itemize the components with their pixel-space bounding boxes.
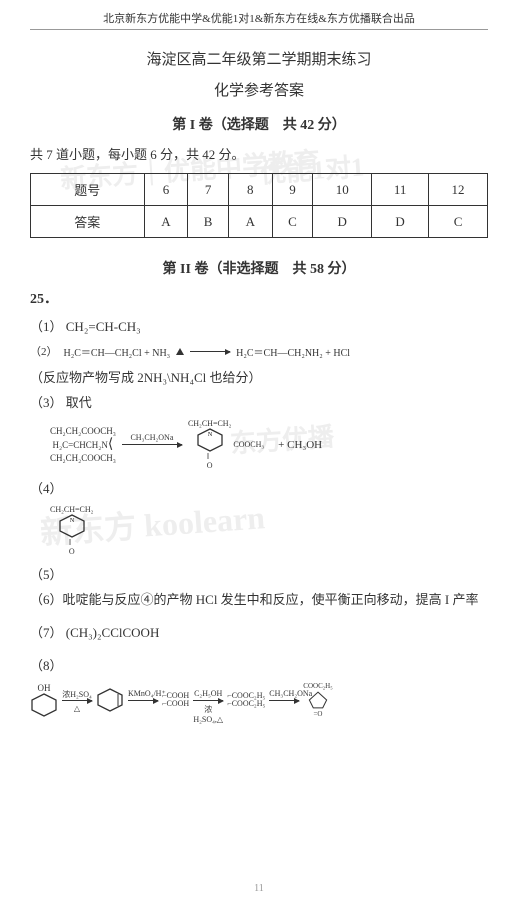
- reaction-arrow-icon: [190, 351, 230, 352]
- part-8-label: （8）: [30, 655, 488, 674]
- structure: COOC₂H₅ =O: [303, 682, 332, 718]
- ring-icon: N: [196, 428, 224, 452]
- reagent-label: C₂H₅OH: [193, 689, 223, 698]
- cell: 10: [313, 174, 372, 206]
- cell: D: [313, 206, 372, 238]
- answer-part-8-scheme: OH 浓H₂SO₄ △ KMnO₄/H⁺ ⌐COOH ⌐COOH C₂H₅OH …: [30, 682, 488, 718]
- formula-fragment: H₂C=CHCH₂N⟨: [53, 436, 114, 453]
- row-label: 答案: [31, 206, 145, 238]
- page-number: 11: [0, 883, 518, 894]
- answer-text: 取代: [66, 395, 92, 410]
- cell: C: [272, 206, 313, 238]
- answer-part-2: （2） H₂C＝CH—CH₂Cl + NH₃ H₂C＝CH—CH₂NH₂ + H…: [30, 343, 488, 359]
- cell: 7: [188, 174, 229, 206]
- answer-part-3: （3） 取代: [30, 392, 488, 411]
- reagent-label: KMnO₄/H⁺: [128, 689, 158, 698]
- section-2-title: 第 II 卷（非选择题 共 58 分）: [30, 258, 488, 278]
- reactants: H₂C＝CH—CH₂Cl + NH₃: [64, 344, 171, 359]
- cell: 8: [228, 174, 272, 206]
- formula-fragment: CH₂CH=CH₂: [50, 505, 93, 514]
- reactant-structure: CH₂CH₂COOCH₃ H₂C=CHCH₂N⟨ CH₂CH₂COOCH₃: [50, 426, 116, 463]
- answer-text: 吡啶能与反应④的产物 HCl 发生中和反应，使平衡正向移动，提高 I 产率: [63, 592, 479, 607]
- formula-fragment: ‖O: [207, 452, 213, 470]
- reaction-arrow-icon: CH₃CH₂ONa: [122, 444, 182, 445]
- doc-title-2: 化学参考答案: [30, 79, 488, 100]
- reagent-label: CH₃CH₂ONa: [122, 433, 182, 442]
- formula-fragment: CH₂CH₂COOCH₃: [50, 426, 116, 436]
- cell: B: [188, 206, 229, 238]
- table-row: 答案 A B A C D D C: [31, 206, 488, 238]
- reaction-arrow-icon: C₂H₅OH 浓H₂SO₄,△: [193, 700, 223, 701]
- product-structure: CH₂CH=CH₂ N ‖O: [50, 505, 93, 556]
- page-header: 北京新东方优能中学&优能1对1&新东方在线&东方优播联合出品: [30, 10, 488, 30]
- answer-part-7: （7） (CH₃)₂CClCOOH: [30, 622, 488, 641]
- doc-title-1: 海淀区高二年级第二学期期末练习: [30, 48, 488, 69]
- ring-icon: [307, 690, 329, 710]
- cell: 9: [272, 174, 313, 206]
- answer-part-1: （1） CH₂=CH-CH₃: [30, 316, 488, 335]
- reaction-arrow-icon: KMnO₄/H⁺: [128, 700, 158, 701]
- reagent-label: 浓H₂SO₄,△: [193, 704, 223, 724]
- cell: C: [429, 206, 488, 238]
- reagent-label: △: [62, 704, 92, 713]
- cell: A: [228, 206, 272, 238]
- chemical-formula: (CH₃)₂CClCOOH: [66, 625, 160, 640]
- ring-icon: [96, 688, 124, 712]
- part-2-note: （反应物产物写成 2NH₃\NH₄Cl 也给分）: [30, 367, 488, 386]
- part-label: （1）: [30, 319, 63, 334]
- ring-icon: N: [58, 514, 86, 538]
- reagent-label: 浓H₂SO₄: [62, 689, 92, 700]
- answer-part-6: （6）吡啶能与反应④的产物 HCl 发生中和反应，使平衡正向移动，提高 I 产率: [30, 589, 488, 608]
- product-structure: CH₂CH=CH₂ N ‖O: [188, 419, 231, 470]
- structure: ⌐COOH ⌐COOH: [162, 692, 189, 708]
- answer-part-4: CH₂CH₂COOCH₃ H₂C=CHCH₂N⟨ CH₂CH₂COOCH₃ CH…: [50, 419, 488, 470]
- svg-text:N: N: [70, 518, 75, 524]
- part-5-label: （5）: [30, 564, 488, 583]
- chemical-formula: CH₂=CH-CH₃: [66, 319, 141, 334]
- plus-product: + CH₃OH: [278, 439, 322, 451]
- part-label: （2）: [30, 343, 58, 359]
- structure: OH: [30, 683, 58, 717]
- answer-part-5: CH₂CH=CH₂ N ‖O: [30, 505, 488, 556]
- part-label: （7）: [30, 625, 63, 640]
- reagent-label: CH₃CH₂ONa: [269, 689, 299, 698]
- products: H₂C＝CH—CH₂NH₂ + HCl: [236, 344, 350, 359]
- heat-icon: [176, 348, 184, 355]
- cell: A: [144, 206, 188, 238]
- formula-fragment: CH₂CH₂COOCH₃: [50, 453, 116, 463]
- formula-fragment: OH: [38, 683, 51, 693]
- formula-fragment: =O: [313, 710, 322, 718]
- formula-fragment: ‖O: [69, 538, 75, 556]
- table-row: 题号 6 7 8 9 10 11 12: [31, 174, 488, 206]
- section-1-title: 第 I 卷（选择题 共 42 分）: [30, 114, 488, 134]
- formula-fragment: COOCH₃: [233, 440, 264, 449]
- part-label: （3）: [30, 395, 63, 410]
- svg-text:N: N: [207, 432, 212, 438]
- structure: ⌐COOC₂H₅ ⌐COOC₂H₅: [227, 692, 265, 708]
- answer-table: 题号 6 7 8 9 10 11 12 答案 A B A C D D C: [30, 173, 488, 238]
- cell: D: [372, 206, 429, 238]
- part-4-label: （4）: [30, 478, 488, 497]
- reaction-arrow-icon: 浓H₂SO₄ △: [62, 700, 92, 701]
- cell: 6: [144, 174, 188, 206]
- ring-icon: [30, 693, 58, 717]
- part-label: （6）: [30, 592, 63, 607]
- cell: 12: [429, 174, 488, 206]
- section-1-instruction: 共 7 道小题，每小题 6 分，共 42 分。: [30, 144, 488, 163]
- reaction-arrow-icon: CH₃CH₂ONa: [269, 700, 299, 701]
- row-label: 题号: [31, 174, 145, 206]
- formula-fragment: CH₂CH=CH₂: [188, 419, 231, 428]
- cell: 11: [372, 174, 429, 206]
- question-number: 25．: [30, 288, 488, 308]
